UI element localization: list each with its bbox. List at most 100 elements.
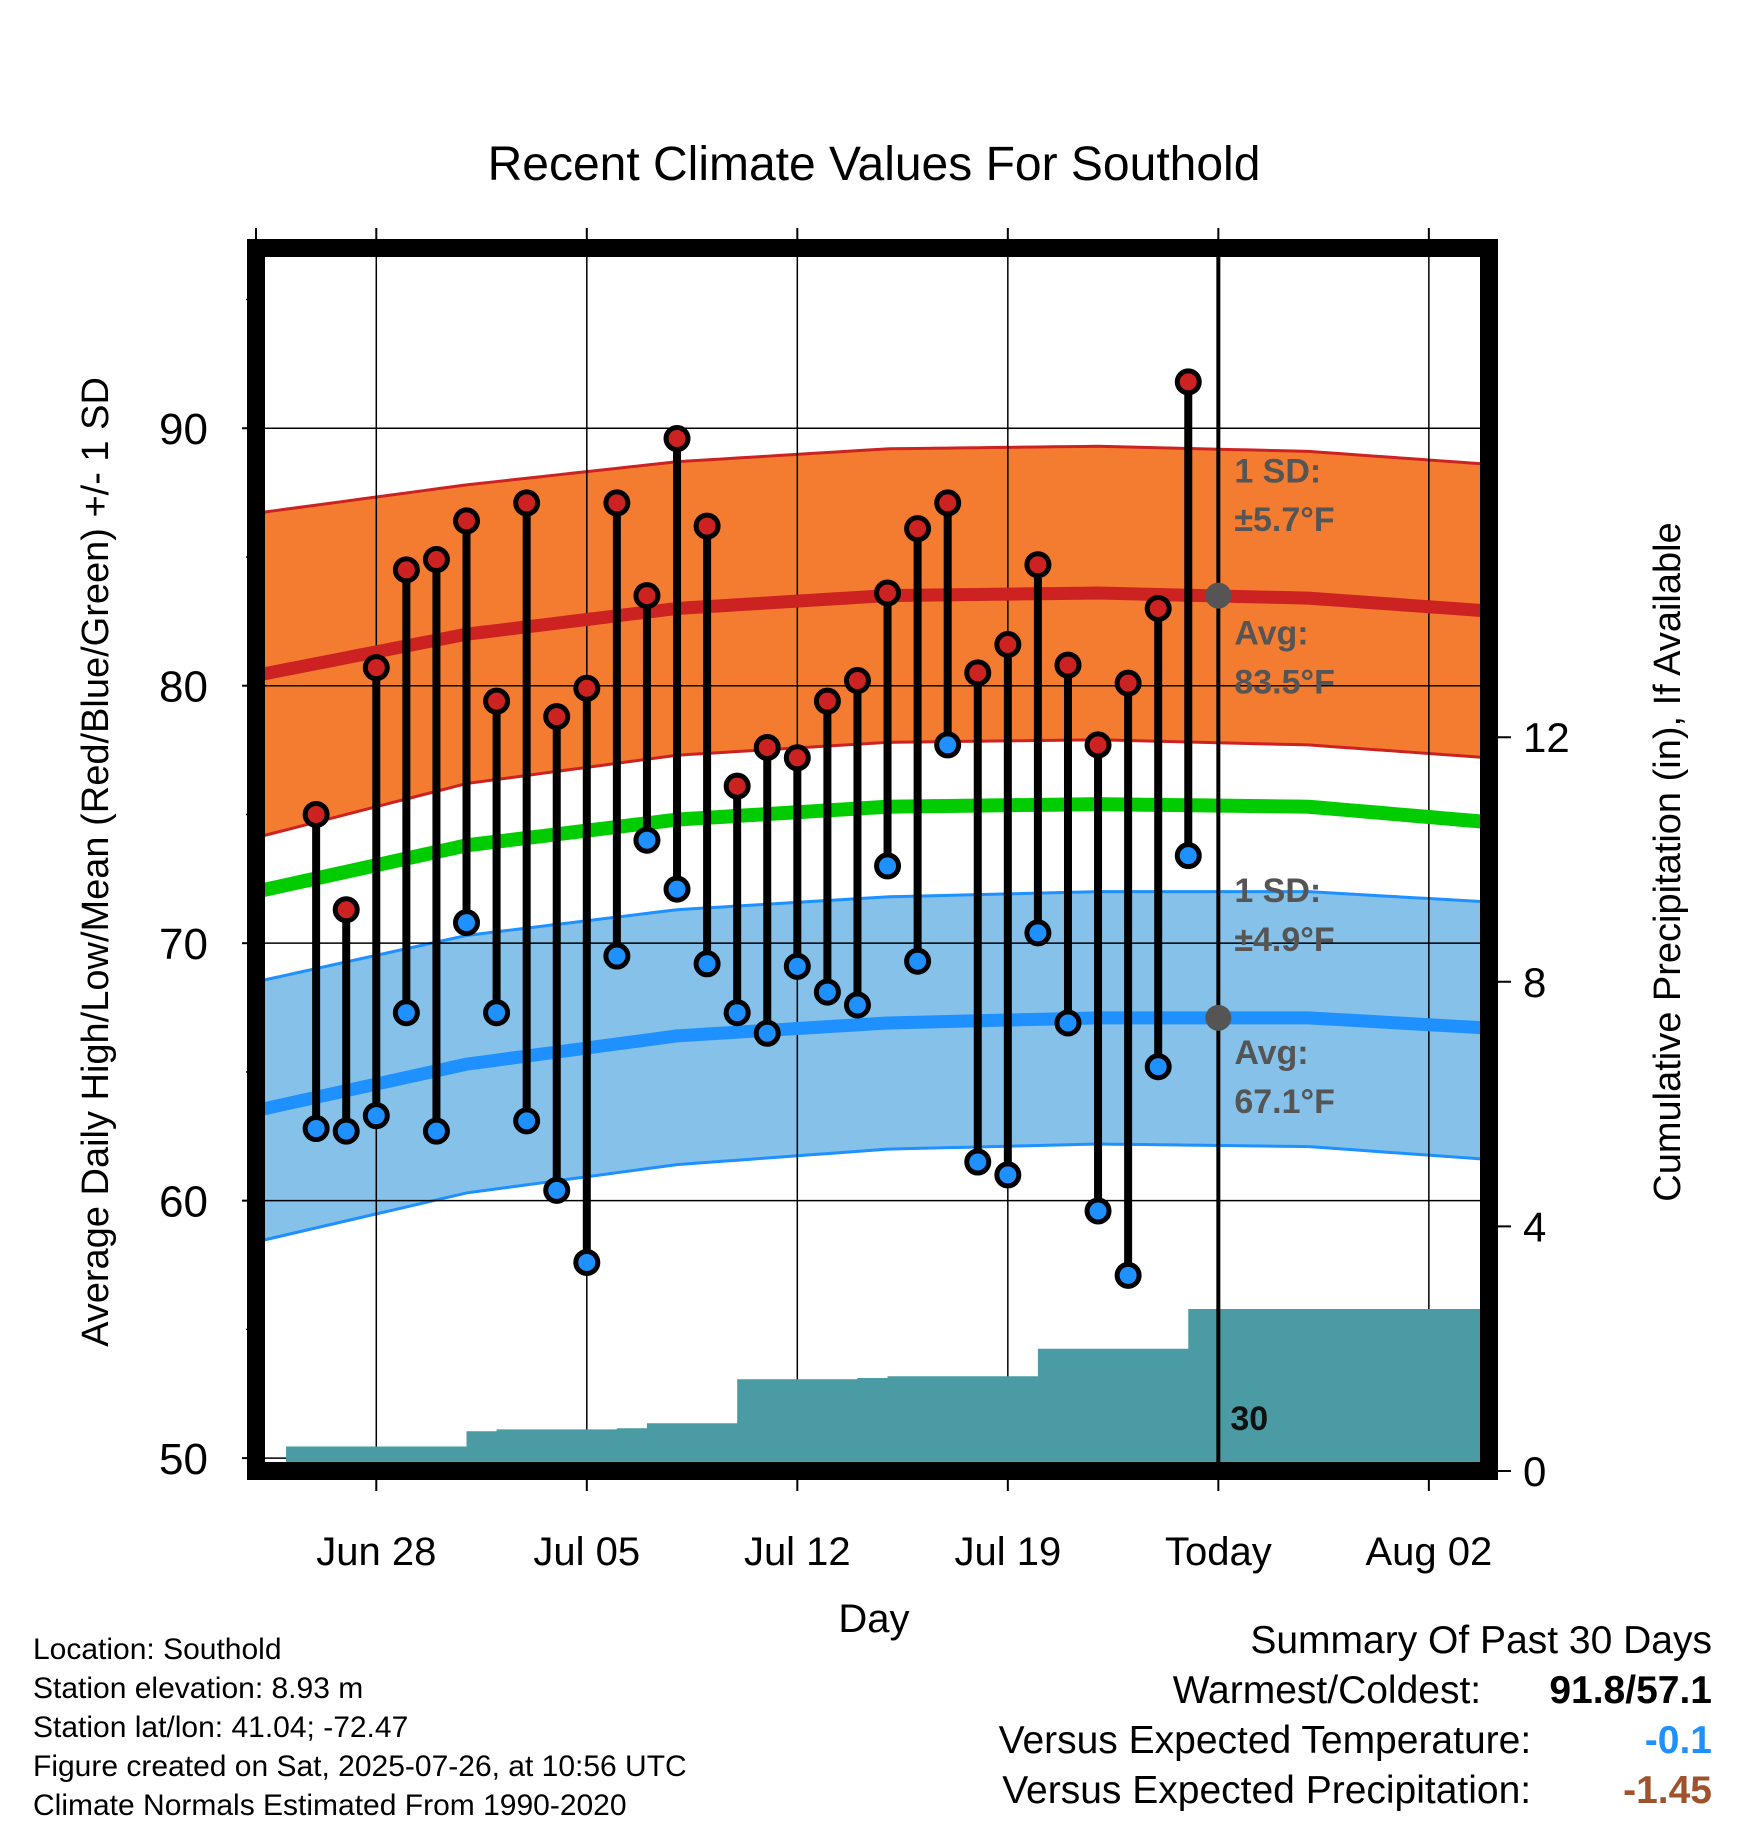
plot-frame xyxy=(247,239,1498,1480)
high-avg-value: 83.5°F xyxy=(1234,663,1335,701)
daily-high-point xyxy=(723,772,751,800)
daily-high-point xyxy=(1024,551,1052,579)
daily-low-point xyxy=(753,1019,781,1047)
daily-high-point xyxy=(693,512,721,540)
daily-high-point xyxy=(1084,731,1112,759)
daily-high-point xyxy=(994,631,1022,659)
daily-high-point xyxy=(1114,669,1142,697)
daily-high-point xyxy=(362,654,390,682)
x-tick-label: Today xyxy=(1165,1530,1272,1574)
daily-low-point xyxy=(1024,919,1052,947)
y-tick-label: 60 xyxy=(159,1178,208,1227)
precip-label: Versus Expected Precipitation: xyxy=(1002,1769,1532,1812)
y2-tick-label: 0 xyxy=(1523,1448,1546,1495)
summary-panel: Summary Of Past 30 Days Warmest/Coldest:… xyxy=(999,1616,1712,1816)
daily-high-point xyxy=(513,489,541,517)
daily-low-point xyxy=(422,1117,450,1145)
daily-low-point xyxy=(483,999,511,1027)
daily-high-point xyxy=(783,744,811,772)
daily-low-point xyxy=(663,875,691,903)
daily-high-point xyxy=(573,674,601,702)
daily-low-point xyxy=(513,1107,541,1135)
y-tick-label: 70 xyxy=(159,920,208,969)
temp-label: Versus Expected Temperature: xyxy=(998,1719,1532,1762)
x-tick-label: Jun 28 xyxy=(316,1530,436,1574)
elevation-text: Station elevation: 8.93 m xyxy=(33,1672,364,1705)
daily-low-point xyxy=(543,1176,571,1204)
low-avg-value: 67.1°F xyxy=(1234,1083,1335,1121)
summary-warm-cold-row: Warmest/Coldest: 91.8/57.1 xyxy=(999,1666,1712,1716)
y-tick-label: 80 xyxy=(159,663,208,712)
high-sd-value: ±5.7°F xyxy=(1234,501,1334,539)
location-text: Location: Southold xyxy=(33,1633,282,1666)
y2-tick-label: 4 xyxy=(1523,1203,1546,1250)
daily-low-point xyxy=(392,999,420,1027)
today-low-avg-marker xyxy=(1205,1004,1232,1031)
daily-low-point xyxy=(1084,1197,1112,1225)
y-tick-label: 90 xyxy=(159,405,208,454)
precip-value: -1.45 xyxy=(1623,1769,1712,1812)
y2-tick-label: 8 xyxy=(1523,959,1546,1006)
x-axis-label: Day xyxy=(838,1597,909,1641)
daily-low-point xyxy=(723,999,751,1027)
latlon-text: Station lat/lon: 41.04; -72.47 xyxy=(33,1711,409,1744)
daily-low-point xyxy=(783,952,811,980)
x-tick-label: Jul 12 xyxy=(744,1530,851,1574)
daily-low-point xyxy=(332,1117,360,1145)
warm-cold-label: Warmest/Coldest: xyxy=(1172,1669,1482,1712)
daily-high-point xyxy=(422,546,450,574)
summary-heading: Summary Of Past 30 Days xyxy=(1250,1619,1712,1662)
daily-high-point xyxy=(813,687,841,715)
daily-high-point xyxy=(633,582,661,610)
y-tick-label: 50 xyxy=(159,1435,208,1484)
x-tick-label: Jul 19 xyxy=(954,1530,1061,1574)
daily-high-point xyxy=(1144,594,1172,622)
today-high-avg-marker xyxy=(1205,582,1232,609)
daily-high-point xyxy=(1174,368,1202,396)
low-avg-label: Avg: xyxy=(1234,1034,1308,1072)
daily-low-point xyxy=(964,1148,992,1176)
normals-text: Climate Normals Estimated From 1990-2020 xyxy=(33,1789,627,1822)
y2-axis-label: Cumulative Precipitation (in), If Availa… xyxy=(1647,522,1689,1201)
created-text: Figure created on Sat, 2025-07-26, at 10… xyxy=(33,1750,687,1783)
daily-low-point xyxy=(843,991,871,1019)
daily-high-point xyxy=(964,659,992,687)
summary-temp-row: Versus Expected Temperature: -0.1 xyxy=(999,1716,1712,1766)
daily-low-point xyxy=(904,947,932,975)
warm-cold-value: 91.8/57.1 xyxy=(1549,1669,1712,1712)
daily-high-point xyxy=(1054,651,1082,679)
low-sd-band xyxy=(256,890,1489,1244)
daily-low-point xyxy=(1144,1053,1172,1081)
summary-precip-row: Versus Expected Precipitation: -1.45 xyxy=(999,1766,1712,1816)
normal-high-line xyxy=(256,586,1489,682)
high-sd-label: 1 SD: xyxy=(1234,452,1321,490)
daily-high-point xyxy=(904,515,932,543)
daily-low-point xyxy=(1054,1009,1082,1037)
daily-low-point xyxy=(633,826,661,854)
x-tick-label: Jul 05 xyxy=(533,1530,640,1574)
daily-high-point xyxy=(843,667,871,695)
precip-period-label: 30 xyxy=(1230,1400,1268,1438)
y-axis-label: Average Daily High/Low/Mean (Red/Blue/Gr… xyxy=(75,377,117,1347)
daily-low-point xyxy=(302,1115,330,1143)
daily-high-point xyxy=(663,425,691,453)
daily-low-point xyxy=(603,942,631,970)
chart-title: Recent Climate Values For Southold xyxy=(488,138,1261,191)
daily-low-point xyxy=(934,731,962,759)
daily-high-point xyxy=(753,733,781,761)
daily-low-point xyxy=(1174,842,1202,870)
normal-low-line xyxy=(256,1011,1489,1117)
low-sd-value: ±4.9°F xyxy=(1234,921,1334,959)
daily-low-point xyxy=(874,852,902,880)
daily-low-point xyxy=(362,1102,390,1130)
daily-high-point xyxy=(453,507,481,535)
temp-value: -0.1 xyxy=(1644,1719,1712,1762)
station-info: Location: Southold Station elevation: 8.… xyxy=(33,1630,687,1825)
daily-low-point xyxy=(994,1161,1022,1189)
daily-high-point xyxy=(483,687,511,715)
daily-high-point xyxy=(603,489,631,517)
daily-high-point xyxy=(543,703,571,731)
x-tick-label: Aug 02 xyxy=(1365,1530,1492,1574)
normal-mean-line xyxy=(256,797,1489,899)
